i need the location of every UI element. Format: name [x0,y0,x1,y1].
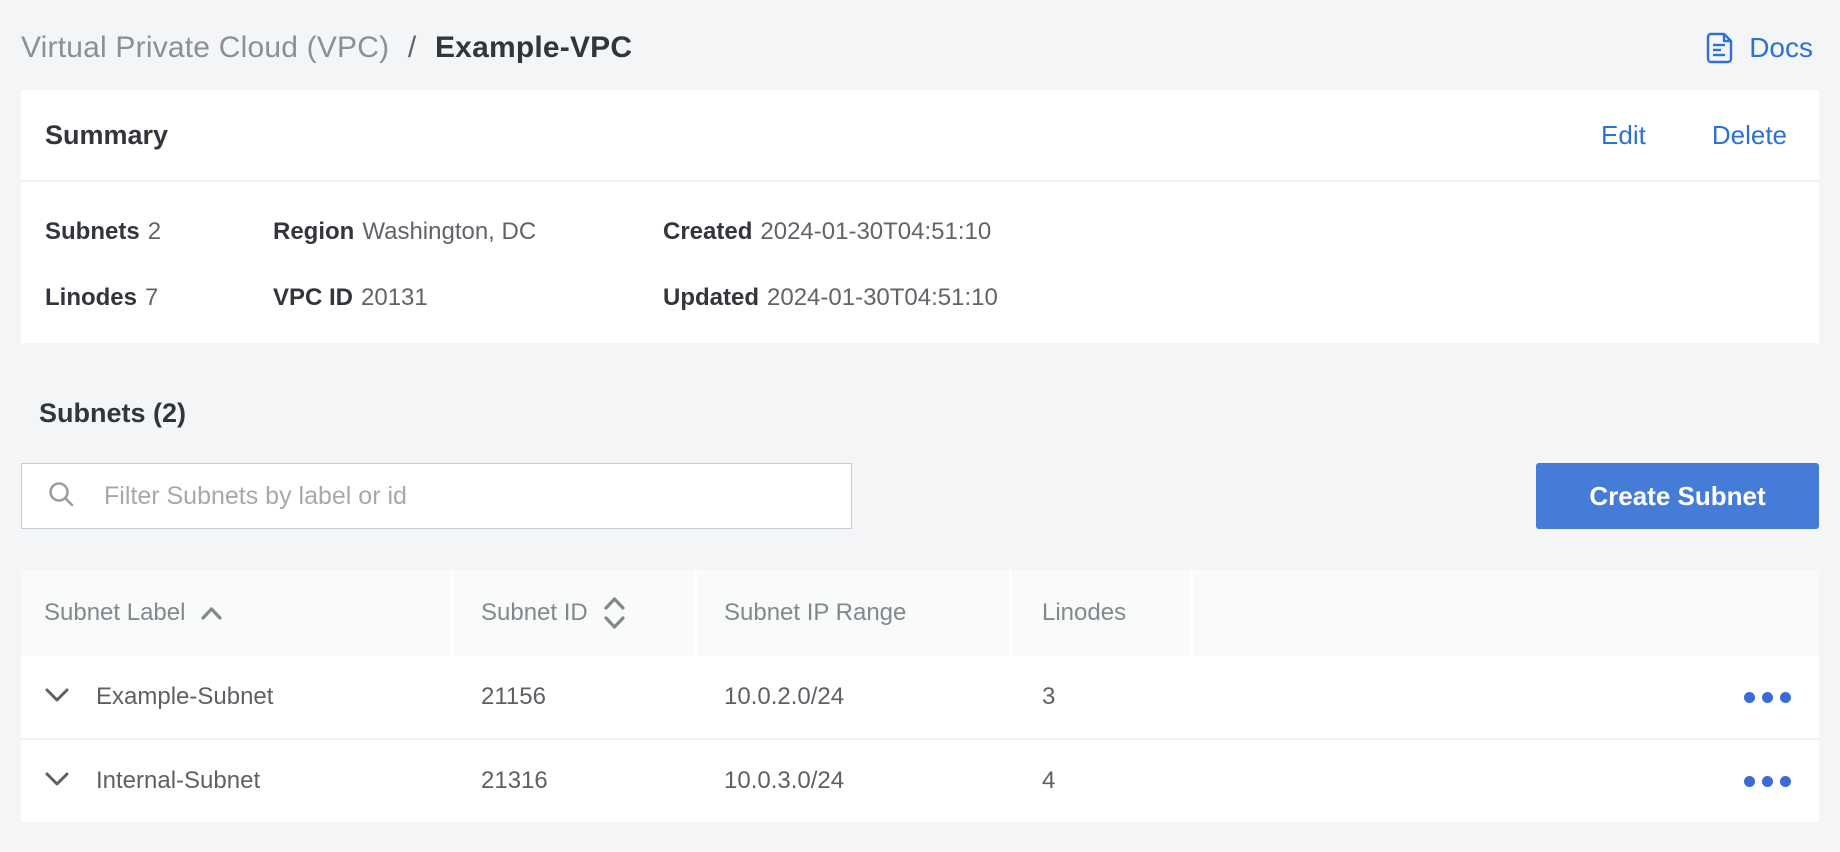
breadcrumb-separator: / [407,31,417,64]
subnet-linodes-count: 3 [1042,683,1056,710]
subnet-ip-range: 10.0.3.0/24 [724,767,845,794]
page-title: Example-VPC [434,31,633,64]
chevron-down-icon [44,771,70,791]
summary-actions: Edit Delete [1601,120,1787,151]
summary-panel: Summary Edit Delete Subnets 2 Region Washi… [21,90,1819,343]
subnet-linodes-count: 4 [1042,767,1056,794]
delete-button[interactable]: Delete [1711,119,1787,150]
breadcrumb: Virtual Private Cloud (VPC) / Example-VP… [21,31,632,65]
subnets-heading: Subnets (2) [39,398,187,428]
subnet-filter-box [21,463,852,529]
expand-subnet-button[interactable] [44,687,70,707]
column-header-subnet-id[interactable]: Subnet ID [454,570,694,656]
ellipsis-icon [1744,691,1755,703]
docs-icon [1702,31,1736,65]
summary-title: Summary [45,119,169,150]
subnets-toolbar: Create Subnet [21,463,1819,529]
column-header-actions [1193,570,1819,656]
subnet-id: 21156 [481,683,546,710]
edit-button[interactable]: Edit [1601,119,1646,150]
breadcrumb-vpc-link[interactable]: Virtual Private Cloud (VPC) [21,31,390,64]
summary-field-vpc-id: VPC ID 20131 [273,284,428,311]
summary-field-created: Created 2024-01-30T04:51:10 [663,218,992,245]
expand-subnet-button[interactable] [44,771,70,791]
docs-link-label: Docs [1749,32,1813,63]
sort-both-icon [603,594,626,632]
summary-grid: Subnets 2 Region Washington, DC Created 202… [45,218,1795,312]
row-actions-menu-button[interactable] [1738,770,1797,793]
sort-ascending-icon [200,606,223,621]
chevron-down-icon [44,687,70,707]
create-subnet-button[interactable]: Create Subnet [1536,463,1819,529]
subnet-label: Internal-Subnet [96,767,261,794]
subnets-table-header: Subnet Label Subnet ID Subnet IP Range L… [21,570,1819,656]
table-row-example-subnet: Example-Subnet 21156 10.0.2.0/24 3 [21,656,1819,738]
subnet-id: 21316 [481,767,548,794]
summary-panel-header: Summary Edit Delete [21,90,1819,182]
subnet-label: Example-Subnet [96,683,274,710]
topbar: Virtual Private Cloud (VPC) / Example-VP… [0,0,1840,90]
table-row-internal-subnet: Internal-Subnet 21316 10.0.3.0/24 4 [21,738,1819,822]
column-header-subnet-ip-range: Subnet IP Range [697,570,1009,656]
subnet-filter-input[interactable] [102,480,831,512]
search-icon [46,479,102,514]
subnets-table: Subnet Label Subnet ID Subnet IP Range L… [21,570,1819,822]
subnet-ip-range: 10.0.2.0/24 [724,683,845,710]
summary-field-updated: Updated 2024-01-30T04:51:10 [663,284,998,311]
summary-field-region: Region Washington, DC [273,218,537,245]
column-header-subnet-label[interactable]: Subnet Label [21,570,451,656]
summary-panel-body: Subnets 2 Region Washington, DC Created 202… [21,182,1819,343]
docs-link[interactable]: Docs [1702,31,1813,65]
column-header-linodes: Linodes [1012,570,1190,656]
row-actions-menu-button[interactable] [1738,686,1797,709]
ellipsis-icon [1744,775,1755,787]
summary-field-subnets: Subnets 2 [45,218,162,245]
summary-field-linodes: Linodes 7 [45,284,159,311]
